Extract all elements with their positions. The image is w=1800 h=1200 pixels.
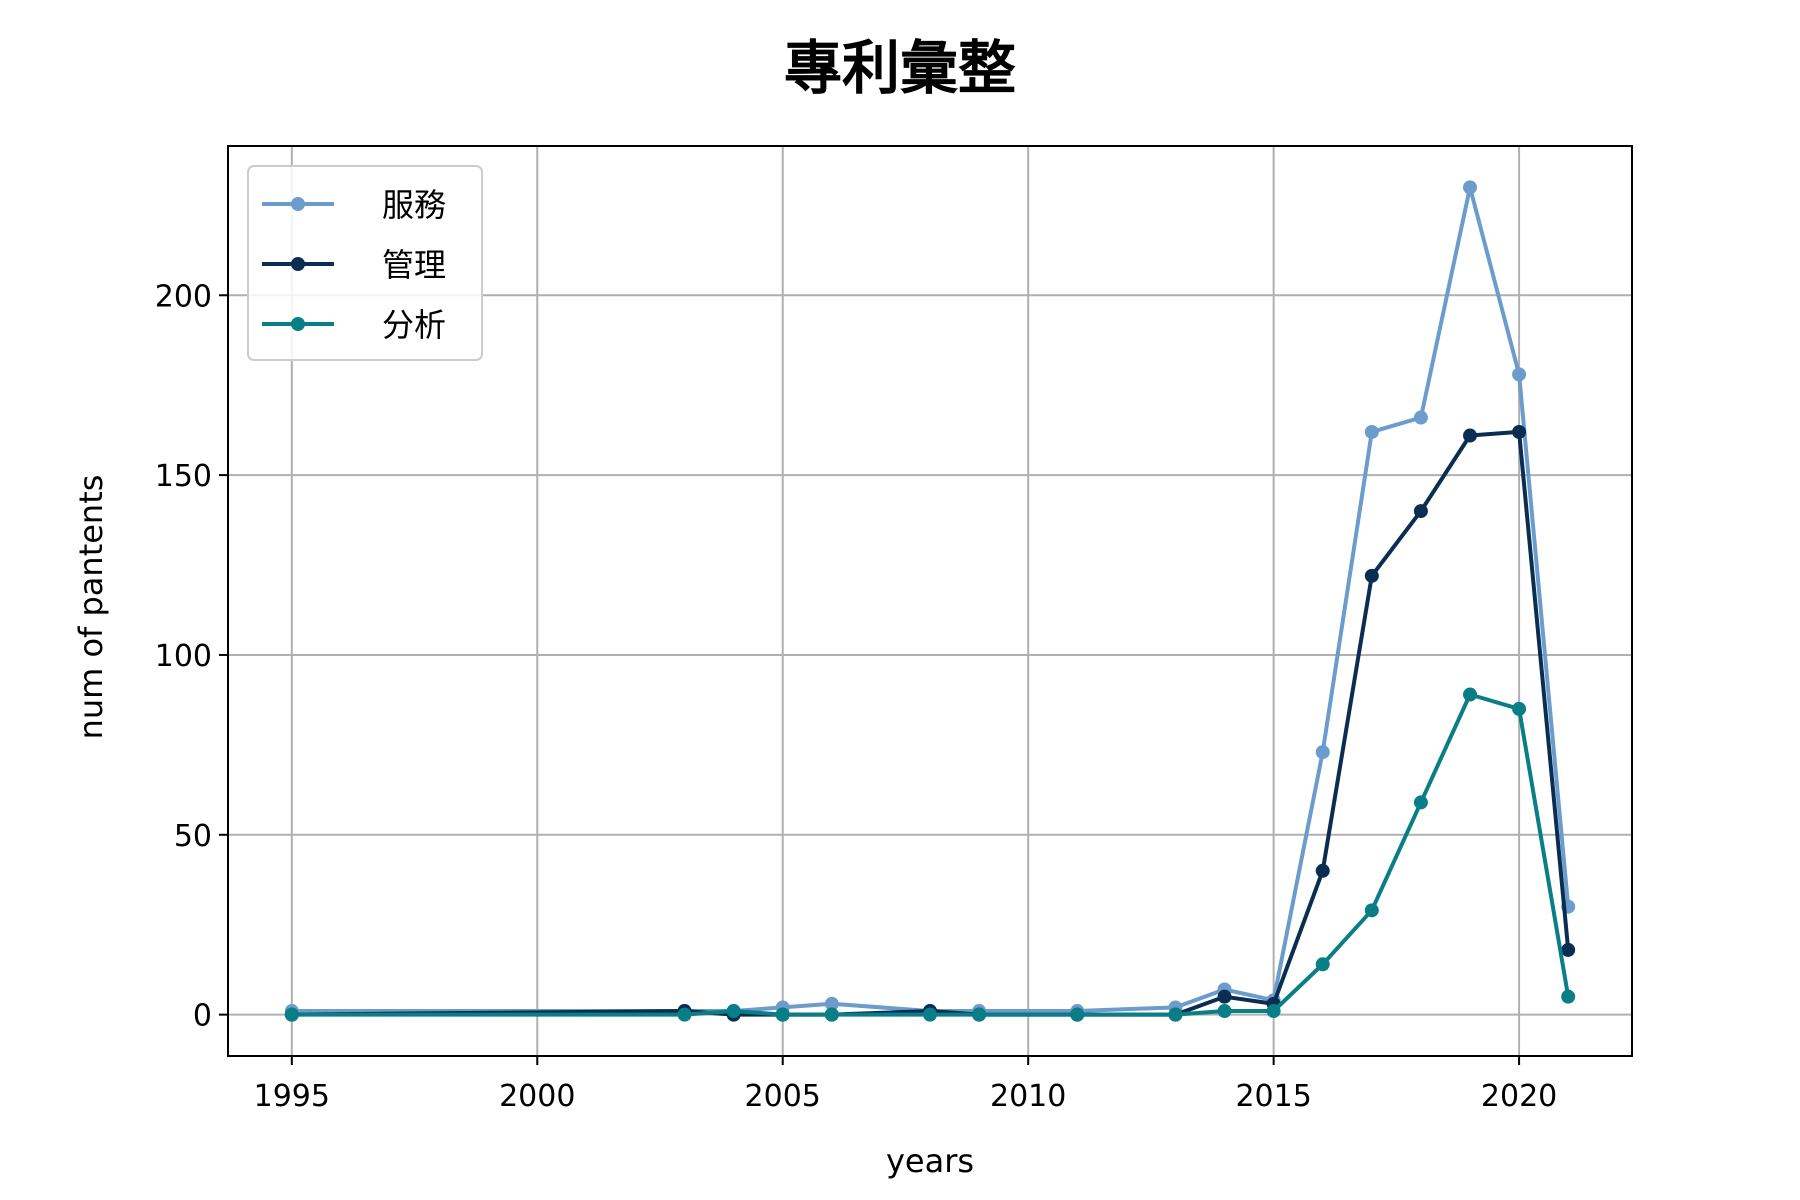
series-1-point [1364, 424, 1379, 439]
legend-marker [291, 257, 305, 271]
series-3-point [775, 1007, 790, 1022]
legend-item-1: 服務 [262, 186, 446, 224]
x-axis-label: years [886, 1142, 974, 1180]
series-3-point [1315, 957, 1330, 972]
series-3-point [1364, 903, 1379, 918]
series-3-point [677, 1007, 692, 1022]
series-1-point [824, 996, 839, 1011]
legend-label: 管理 [382, 246, 446, 284]
x-tick-label: 2015 [1235, 1079, 1311, 1114]
series-2-point [1413, 504, 1428, 519]
series-2-point [1217, 989, 1232, 1004]
series-3-point [1413, 795, 1428, 810]
series-2-line [291, 429, 1571, 1017]
series-3 [284, 687, 1576, 1022]
series-3-point [1463, 687, 1477, 702]
series-2 [284, 424, 1576, 1022]
legend-label: 分析 [382, 306, 446, 344]
y-axis: 0 50 100 150 200 [155, 279, 228, 1034]
series-3-point [1168, 1007, 1183, 1022]
y-tick-label: 0 [193, 999, 212, 1034]
legend-item-2: 管理 [262, 246, 446, 284]
series-3-point [1561, 989, 1576, 1004]
series-2-point [1364, 568, 1379, 583]
plot-frame [227, 145, 1633, 1057]
y-tick-label: 200 [155, 279, 212, 314]
series-3-point [1217, 1004, 1232, 1019]
y-tick-label: 100 [155, 639, 212, 674]
series-3-point [1512, 701, 1527, 716]
series-3-point [726, 1004, 741, 1019]
x-tick-label: 2010 [990, 1079, 1066, 1114]
y-tick-label: 150 [155, 459, 212, 494]
series-2-point [1463, 428, 1477, 443]
legend-marker [291, 317, 305, 331]
series-3-point [1070, 1007, 1085, 1022]
series-1-point [1512, 367, 1527, 382]
legend-label: 服務 [382, 186, 446, 224]
series-lines [284, 180, 1576, 1022]
x-tick-label: 2005 [745, 1079, 821, 1114]
x-tick-label: 1995 [254, 1079, 330, 1114]
x-axis: 1995 2000 2005 2010 2015 2020 [254, 1056, 1557, 1114]
x-tick-label: 2000 [499, 1079, 575, 1114]
chart-title: 專利彙整 [784, 34, 1016, 102]
series-2-point [1561, 942, 1576, 957]
series-3-point [824, 1007, 839, 1022]
series-3-point [972, 1007, 987, 1022]
series-1-point [1463, 180, 1477, 195]
series-3-line [291, 692, 1571, 1017]
x-tick-label: 2020 [1481, 1079, 1557, 1114]
series-1-point [1315, 745, 1330, 760]
series-3-point [923, 1007, 937, 1022]
series-1-point [1413, 410, 1428, 425]
legend-box [247, 165, 483, 361]
series-2-point [1315, 863, 1330, 878]
series-1-line [291, 185, 1571, 1013]
series-3-point [1266, 1004, 1281, 1019]
y-tick-label: 50 [174, 819, 212, 854]
legend-marker [291, 197, 305, 211]
series-2-point [1512, 424, 1527, 439]
y-axis-label: num of pantents [72, 475, 110, 740]
legend-item-3: 分析 [262, 306, 446, 344]
series-3-point [284, 1007, 299, 1022]
